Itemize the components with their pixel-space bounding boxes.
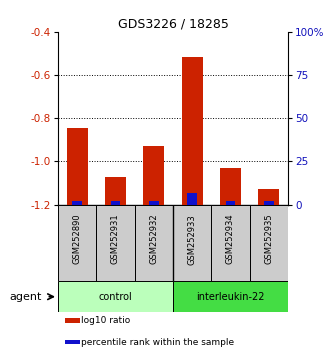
Bar bbox=[67, 128, 88, 205]
Text: GSM252933: GSM252933 bbox=[188, 214, 197, 264]
Title: GDS3226 / 18285: GDS3226 / 18285 bbox=[118, 18, 228, 31]
Bar bbox=[226, 201, 235, 205]
Bar bbox=[96, 205, 135, 281]
Text: GSM252932: GSM252932 bbox=[149, 214, 158, 264]
Bar bbox=[173, 281, 288, 312]
Text: interleukin-22: interleukin-22 bbox=[196, 292, 265, 302]
Text: GSM252931: GSM252931 bbox=[111, 214, 120, 264]
Text: GSM252934: GSM252934 bbox=[226, 214, 235, 264]
Bar bbox=[65, 318, 80, 323]
Text: log10 ratio: log10 ratio bbox=[81, 316, 131, 325]
Bar bbox=[58, 205, 96, 281]
Bar bbox=[143, 146, 164, 205]
Text: percentile rank within the sample: percentile rank within the sample bbox=[81, 337, 235, 347]
Text: control: control bbox=[99, 292, 132, 302]
Bar bbox=[58, 281, 173, 312]
Text: GSM252890: GSM252890 bbox=[72, 214, 82, 264]
Bar bbox=[250, 205, 288, 281]
Bar bbox=[173, 205, 211, 281]
Bar bbox=[187, 193, 197, 205]
Bar bbox=[182, 57, 203, 205]
Text: agent: agent bbox=[10, 292, 42, 302]
Bar bbox=[135, 205, 173, 281]
Bar bbox=[111, 201, 120, 205]
Bar bbox=[264, 201, 274, 205]
Bar bbox=[211, 205, 250, 281]
Bar bbox=[105, 177, 126, 205]
Text: GSM252935: GSM252935 bbox=[264, 214, 273, 264]
Bar bbox=[65, 340, 80, 344]
Bar bbox=[220, 168, 241, 205]
Bar bbox=[72, 201, 82, 205]
Bar bbox=[149, 201, 159, 205]
Bar bbox=[258, 189, 279, 205]
